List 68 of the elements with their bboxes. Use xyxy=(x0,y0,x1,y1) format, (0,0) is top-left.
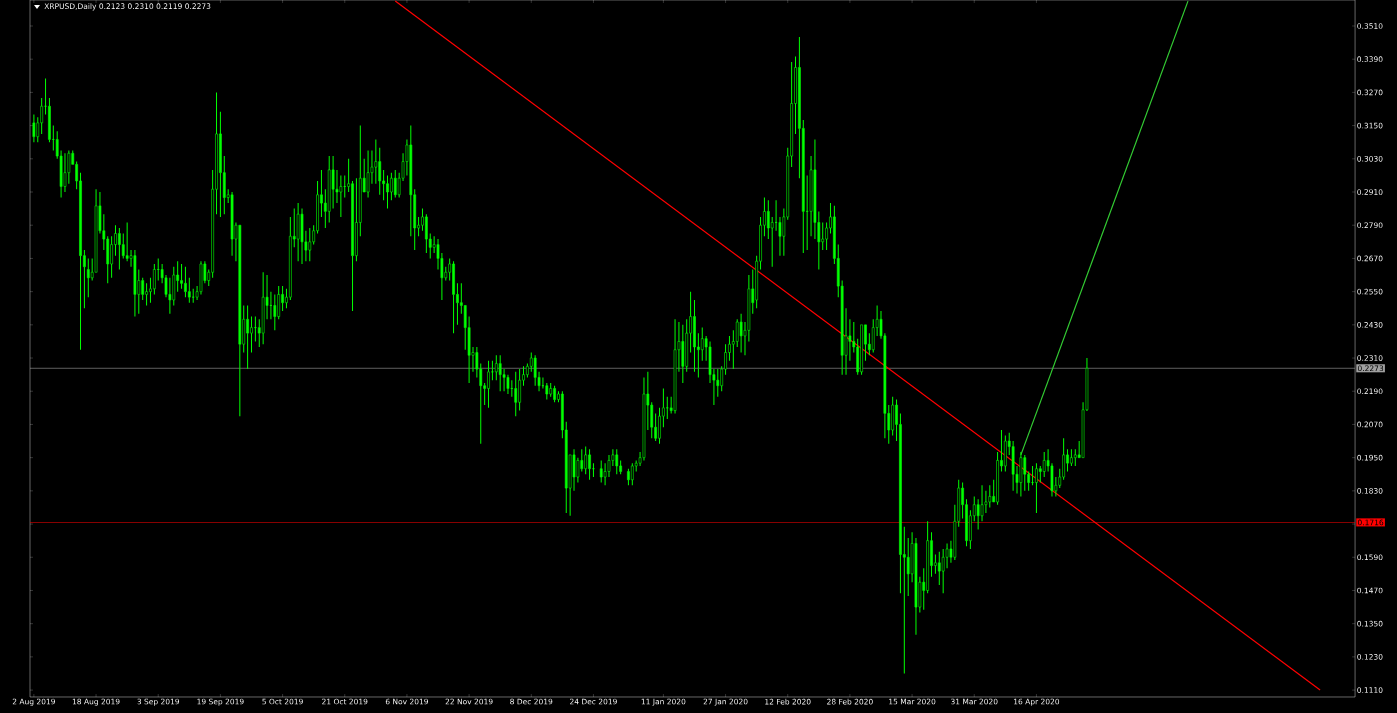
candlestick xyxy=(296,202,300,262)
candlestick xyxy=(891,396,894,437)
candlestick xyxy=(1070,448,1073,467)
candlestick xyxy=(250,316,253,353)
candlestick xyxy=(1023,454,1027,492)
candlestick xyxy=(860,324,863,376)
candlestick xyxy=(700,327,704,362)
candlestick xyxy=(658,407,661,445)
candlestick xyxy=(1019,451,1023,497)
candlestick xyxy=(339,174,343,218)
candlestick xyxy=(351,180,354,312)
candlestick xyxy=(141,277,145,301)
candlestick xyxy=(133,249,137,318)
candlestick xyxy=(219,111,222,218)
candlestick xyxy=(390,172,393,201)
candlestick xyxy=(246,304,249,370)
candlestick xyxy=(572,448,576,492)
candlestick xyxy=(1004,435,1007,472)
candlestick xyxy=(494,354,498,381)
candlestick xyxy=(261,271,265,345)
candlestick xyxy=(230,191,234,257)
candlestick xyxy=(673,318,677,414)
candlestick xyxy=(1042,451,1046,478)
candlestick xyxy=(277,285,281,320)
candlestick xyxy=(308,227,312,262)
candlestick xyxy=(452,260,455,334)
candlestick xyxy=(487,360,490,409)
candlestick xyxy=(996,451,999,506)
candlestick xyxy=(739,313,743,353)
candlestick xyxy=(366,150,370,199)
candlestick xyxy=(685,318,689,373)
candlestick xyxy=(153,263,156,295)
candlestick xyxy=(630,462,634,486)
candlestick xyxy=(518,368,521,412)
candlestick xyxy=(32,114,36,143)
candlestick xyxy=(926,520,929,594)
candlestick xyxy=(86,257,90,298)
candlestick xyxy=(110,235,113,279)
candlestick xyxy=(498,354,502,392)
candlestick xyxy=(533,354,537,387)
candlestick xyxy=(588,448,591,481)
candlestick xyxy=(327,155,331,223)
candlestick xyxy=(584,446,588,475)
candlestick xyxy=(273,293,277,331)
candlestick xyxy=(1035,462,1038,514)
candlestick xyxy=(118,227,121,270)
candlestick xyxy=(766,199,770,240)
candlestick xyxy=(393,169,397,199)
candlestick xyxy=(238,224,242,417)
candlestick xyxy=(48,97,51,143)
candlestick xyxy=(549,382,553,398)
candlestick xyxy=(937,551,941,586)
candlestick xyxy=(1073,448,1077,467)
candlestick xyxy=(145,282,148,306)
candlestick xyxy=(386,174,389,210)
candlestick xyxy=(180,263,183,290)
candlestick xyxy=(615,448,619,475)
candlestick xyxy=(40,97,44,135)
candlestick xyxy=(289,216,292,301)
candlestick xyxy=(821,221,825,251)
candlestick xyxy=(355,177,358,262)
candlestick xyxy=(514,371,518,417)
candlestick xyxy=(425,213,428,254)
candlestick xyxy=(599,459,603,484)
candlestick xyxy=(378,147,382,196)
candlestick xyxy=(184,266,187,298)
candlestick xyxy=(187,277,191,304)
candlestick xyxy=(693,299,696,373)
